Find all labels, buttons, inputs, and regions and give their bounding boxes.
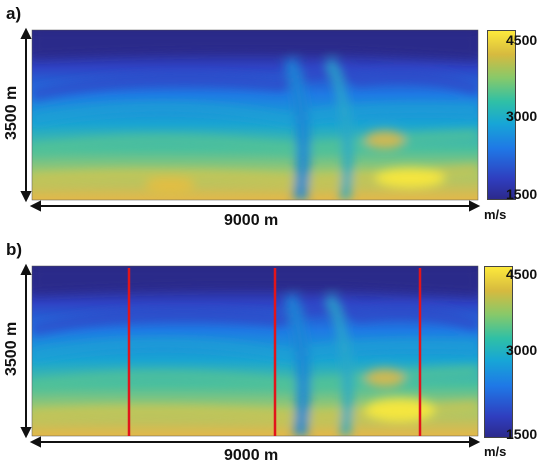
colorbar-tick-top-b: 4500 xyxy=(506,266,538,282)
width-label-b: 9000 m xyxy=(224,447,279,464)
panel-label-a: a) xyxy=(6,4,22,23)
width-arrow-b xyxy=(29,436,481,448)
panel-label-b: b) xyxy=(6,240,23,259)
depth-label-a: 3500 m xyxy=(3,85,20,140)
well-lines xyxy=(127,268,422,436)
velocity-model-a xyxy=(32,30,478,200)
colorbar-tick-mid-a: 3000 xyxy=(506,108,538,124)
width-label-a: 9000 m xyxy=(224,212,279,229)
colorbar-tick-bottom-a: 1500 xyxy=(506,186,538,202)
depth-arrow-b xyxy=(20,263,32,439)
colorbar-a xyxy=(487,30,516,200)
colorbar-unit-a: m/s xyxy=(484,207,507,222)
colorbar-unit-b: m/s xyxy=(484,444,507,459)
depth-label-b: 3500 m xyxy=(3,321,20,376)
colorbar-tick-bottom-b: 1500 xyxy=(506,426,538,442)
depth-arrow-a xyxy=(20,27,32,203)
width-arrow-a xyxy=(29,200,481,212)
colorbar-b xyxy=(484,266,513,438)
colorbar-tick-top-a: 4500 xyxy=(506,32,538,48)
velocity-model-b xyxy=(32,266,478,436)
colorbar-tick-mid-b: 3000 xyxy=(506,342,538,358)
